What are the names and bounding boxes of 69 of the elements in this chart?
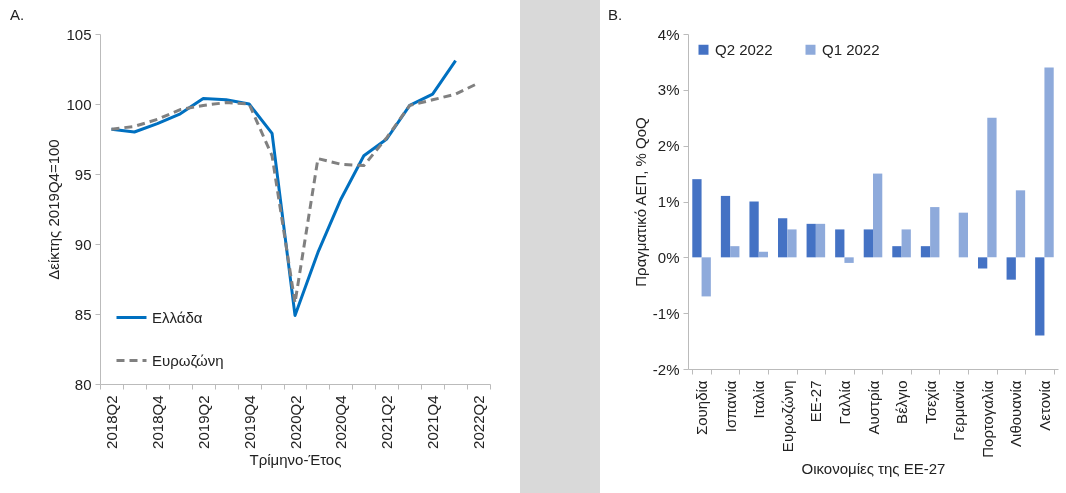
bar (930, 207, 940, 258)
y-tick-label: 2% (657, 137, 680, 155)
bar (835, 229, 845, 258)
x-tick-label: Ισπανία (721, 380, 739, 433)
x-tick-label: 2021Q2 (378, 395, 396, 449)
bar (1015, 190, 1026, 258)
x-tick-label: Πορτογαλία (978, 380, 996, 458)
chart-title: B. (608, 6, 623, 23)
bar (1035, 257, 1045, 336)
y-tick-label: -1% (652, 304, 680, 322)
bar (692, 179, 702, 258)
bar (863, 229, 873, 258)
x-tick-label: 2018Q2 (102, 395, 120, 449)
y-tick-label: 1% (657, 193, 680, 210)
x-tick-label: 2020Q2 (286, 395, 304, 449)
x-tick-label: Ιταλία (750, 380, 768, 419)
x-tick-label: Βέλγιο (893, 380, 911, 424)
x-tick-label: Λετονία (1035, 380, 1053, 431)
y-tick-label: -2% (652, 360, 680, 378)
bar (892, 246, 902, 258)
legend-label: Ευρωζώνη (152, 351, 224, 369)
y-tick-label: 0% (657, 248, 680, 266)
bar (730, 246, 740, 258)
x-tick-label: 2020Q4 (332, 395, 350, 449)
y-tick-label: 105 (66, 25, 92, 43)
bar (778, 218, 788, 258)
x-tick-label: Γερμανία (950, 380, 968, 441)
x-tick-label: Γαλλία (835, 380, 853, 425)
y-tick-label: 3% (657, 81, 680, 99)
y-tick-label: 100 (66, 95, 92, 113)
bar (806, 223, 816, 258)
y-axis-title: Πραγματικό ΑΕΠ, % QoQ (631, 117, 649, 287)
chart-title: A. (10, 6, 25, 23)
x-tick-label: Τσεχία (921, 380, 939, 424)
x-tick-label: Ευρωζώνη (778, 380, 796, 453)
bar (701, 257, 711, 297)
x-tick-label: 2019Q2 (194, 395, 212, 449)
x-tick-label: ΕΕ-27 (807, 380, 825, 423)
bar (844, 257, 854, 263)
legend-label: Q1 2022 (822, 40, 880, 58)
x-axis-title: Τρίμηνο-Έτος (249, 450, 342, 468)
bar (920, 246, 931, 258)
x-tick-label: Λιθουανία (1007, 380, 1025, 447)
legend-label: Q2 2022 (715, 40, 773, 58)
bar (1006, 257, 1016, 280)
bar (978, 257, 988, 269)
y-tick-label: 85 (74, 305, 92, 323)
y-tick-label: 80 (74, 375, 92, 393)
y-tick-label: 90 (74, 235, 92, 253)
x-axis-title: Οικονομίες της ΕΕ-27 (801, 459, 946, 477)
bar (901, 229, 911, 258)
bar (987, 117, 997, 258)
bar (749, 201, 759, 258)
bar (815, 223, 826, 258)
bar (787, 229, 797, 258)
bar (873, 173, 883, 258)
y-tick-label: 4% (657, 25, 680, 43)
y-tick-label: 95 (74, 165, 92, 183)
bar (720, 195, 731, 258)
bar (1044, 67, 1054, 258)
x-tick-label: 2022Q2 (470, 395, 488, 449)
x-tick-label: Αυστρία (864, 380, 882, 435)
legend-label: Ελλάδα (152, 308, 203, 326)
x-tick-label: Σουηδία (693, 380, 711, 436)
x-tick-label: 2019Q4 (240, 395, 258, 449)
x-tick-label: 2021Q4 (424, 395, 442, 449)
y-axis-title: Δείκτης 2019Q4=100 (45, 139, 63, 280)
x-tick-label: 2018Q4 (148, 395, 166, 449)
bar (958, 212, 968, 258)
